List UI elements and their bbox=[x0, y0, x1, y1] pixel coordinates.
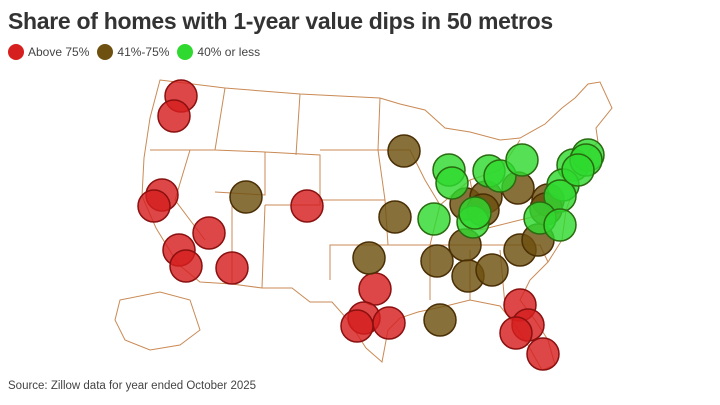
legend-label: 41%-75% bbox=[117, 45, 170, 59]
legend-swatch-brown bbox=[97, 44, 114, 60]
metro-marker-40-or-less bbox=[561, 153, 595, 187]
metro-marker-above-75 bbox=[192, 216, 226, 250]
metro-marker-above-75 bbox=[157, 99, 191, 133]
alaska-outline bbox=[114, 291, 201, 351]
legend: Above 75% 41%-75% 40% or less bbox=[8, 44, 268, 60]
metro-marker-above-75 bbox=[340, 309, 374, 343]
metro-marker-41-75 bbox=[420, 244, 454, 278]
metro-marker-41-75 bbox=[423, 303, 457, 337]
map-title: Share of homes with 1-year value dips in… bbox=[8, 8, 553, 34]
metro-marker-40-or-less bbox=[458, 196, 492, 230]
metro-marker-41-75 bbox=[378, 200, 412, 234]
metro-marker-above-75 bbox=[137, 189, 171, 223]
metro-marker-40-or-less bbox=[417, 202, 451, 236]
legend-label: 40% or less bbox=[197, 45, 261, 59]
metro-marker-above-75 bbox=[372, 306, 406, 340]
legend-item-above-75: Above 75% bbox=[8, 44, 89, 60]
legend-item-41-75: 41%-75% bbox=[97, 44, 169, 60]
metro-marker-above-75 bbox=[499, 316, 533, 350]
metro-marker-40-or-less bbox=[543, 208, 577, 242]
metro-marker-above-75 bbox=[526, 337, 560, 371]
legend-item-40-or-less: 40% or less bbox=[177, 44, 260, 60]
metro-marker-40-or-less bbox=[435, 166, 469, 200]
metro-marker-above-75 bbox=[290, 189, 324, 223]
metro-marker-above-75 bbox=[215, 251, 249, 285]
metro-marker-40-or-less bbox=[505, 143, 539, 177]
legend-label: Above 75% bbox=[28, 45, 90, 59]
legend-swatch-red bbox=[8, 44, 24, 60]
legend-swatch-green bbox=[177, 44, 194, 60]
metro-marker-above-75 bbox=[358, 272, 392, 306]
metro-marker-41-75 bbox=[475, 253, 509, 287]
metro-marker-41-75 bbox=[352, 241, 386, 275]
metro-marker-41-75 bbox=[229, 180, 263, 214]
source-note: Source: Zillow data for year ended Octob… bbox=[8, 380, 257, 392]
metro-marker-above-75 bbox=[169, 249, 203, 283]
metro-marker-41-75 bbox=[387, 134, 421, 168]
metro-markers bbox=[137, 79, 605, 371]
